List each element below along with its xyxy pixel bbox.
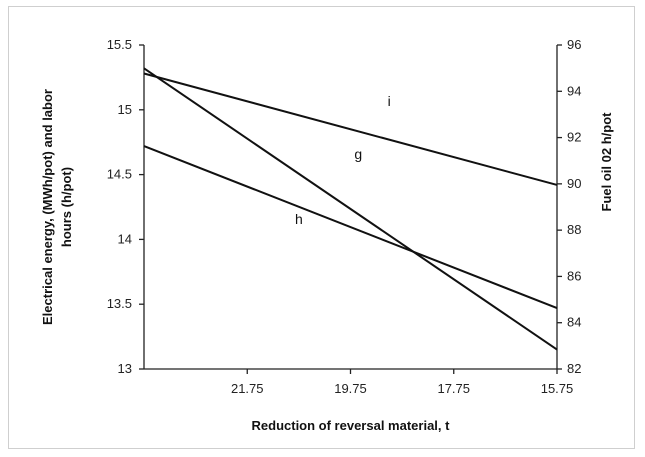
y-left-tick-label: 13.5 <box>107 296 132 311</box>
y-axis-title-right: Fuel oil 02 h/pot <box>599 112 614 212</box>
series-line-h <box>143 145 558 310</box>
y-right-tick-label: 82 <box>567 361 581 376</box>
y-right-tick-label: 92 <box>567 130 581 145</box>
axes <box>139 44 562 374</box>
series-line-g <box>143 67 558 351</box>
y-left-tick-label: 14.5 <box>107 167 132 182</box>
series-line-i <box>143 72 558 186</box>
y-left-tick-label: 14 <box>118 231 132 246</box>
y-right-tick-label: 84 <box>567 315 581 330</box>
series-label-i: i <box>388 93 391 109</box>
y-axis-title-left-line2: hours (h/pot) <box>59 167 74 247</box>
y-right-tick-label: 90 <box>567 176 581 191</box>
x-tick-label: 21.75 <box>231 381 264 396</box>
y-left-tick-label: 15 <box>118 102 132 117</box>
chart-frame: 15.5 15 14.5 14 13.5 13 96 94 92 90 88 86 84 82 21.75 1… <box>8 6 635 449</box>
x-tick-label: 19.75 <box>334 381 367 396</box>
y-axis-title-left-line1: Electrical energy, (MWh/pot) and labor <box>40 89 55 325</box>
series-lines <box>143 67 558 351</box>
y-right-tick-label: 94 <box>567 83 581 98</box>
series-labels: i g h <box>295 93 391 227</box>
y-left-tick-label: 13 <box>118 361 132 376</box>
tick-labels: 15.5 15 14.5 14 13.5 13 96 94 92 90 88 86 84 82 21.75 1… <box>107 37 582 396</box>
y-right-tick-label: 96 <box>567 37 581 52</box>
series-label-g: g <box>354 146 362 162</box>
y-right-tick-label: 86 <box>567 268 581 283</box>
x-tick-label: 17.75 <box>437 381 470 396</box>
line-chart: 15.5 15 14.5 14 13.5 13 96 94 92 90 88 86 84 82 21.75 1… <box>40 37 614 433</box>
series-label-h: h <box>295 211 303 227</box>
y-left-tick-label: 15.5 <box>107 37 132 52</box>
x-axis-title: Reduction of reversal material, t <box>252 418 451 433</box>
y-right-tick-label: 88 <box>567 222 581 237</box>
x-tick-label: 15.75 <box>541 381 574 396</box>
